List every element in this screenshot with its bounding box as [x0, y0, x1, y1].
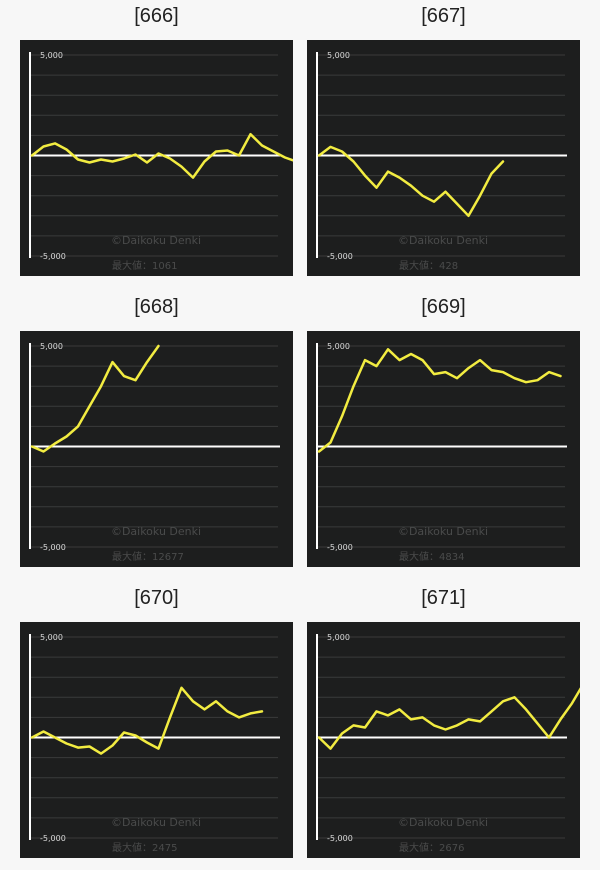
max-value-label: 最大値：428: [399, 259, 458, 272]
y-tick-label-bottom: -5,000: [327, 543, 353, 552]
chart-panel: 5,000 -5,000 ©Daikoku Denki 最大値：2676: [307, 622, 580, 858]
chart-cell-669: [669] 5,000 -5,000 ©Daikoku Denki 最大値：4834: [307, 291, 580, 567]
chart-title: [669]: [421, 296, 466, 318]
chart-title: [667]: [421, 5, 466, 27]
chart-title: [668]: [134, 296, 179, 318]
watermark: ©Daikoku Denki: [111, 234, 201, 247]
slump-line: [30, 132, 293, 179]
watermark: ©Daikoku Denki: [398, 525, 488, 538]
y-tick-label-bottom: -5,000: [40, 252, 66, 261]
y-tick-label-top: 5,000: [40, 633, 63, 642]
y-tick-label-top: 5,000: [40, 342, 63, 351]
chart-cell-670: [670] 5,000 -5,000 ©Daikoku Denki 最大値：2475: [20, 582, 293, 858]
y-tick-label-top: 5,000: [40, 51, 63, 60]
slump-line: [30, 686, 264, 755]
max-value-label: 最大値：12677: [112, 550, 184, 563]
y-tick-label-top: 5,000: [327, 633, 350, 642]
y-tick-label-bottom: -5,000: [40, 834, 66, 843]
chart-cell-671: [671] 5,000 -5,000 ©Daikoku Denki 最大値：2676: [307, 582, 580, 858]
chart-title: [670]: [134, 587, 179, 609]
slump-chart-svg: 5,000 -5,000 ©Daikoku Denki 最大値：4834: [316, 342, 567, 563]
slump-chart-svg: 5,000 -5,000 ©Daikoku Denki 最大値：1061: [29, 51, 293, 272]
chart-panel: 5,000 -5,000 ©Daikoku Denki 最大値：428: [307, 40, 580, 276]
y-tick-label-bottom: -5,000: [40, 543, 66, 552]
chart-panel: 5,000 -5,000 ©Daikoku Denki 最大値：1061: [20, 40, 293, 276]
slump-line: [30, 344, 160, 453]
slump-line: [317, 687, 580, 750]
chart-cell-667: [667] 5,000 -5,000 ©Daikoku Denki 最大値：428: [307, 0, 580, 276]
watermark: ©Daikoku Denki: [111, 525, 201, 538]
slump-chart-svg: 5,000 -5,000 ©Daikoku Denki 最大値：12677: [29, 342, 280, 563]
max-value-label: 最大値：2475: [112, 841, 177, 854]
max-value-label: 最大値：1061: [112, 259, 177, 272]
y-tick-label-bottom: -5,000: [327, 834, 353, 843]
slump-chart-svg: 5,000 -5,000 ©Daikoku Denki 最大値：2475: [29, 633, 280, 854]
max-value-label: 最大値：2676: [399, 841, 464, 854]
chart-cell-666: [666] 5,000 -5,000 ©Daikoku Denki 最大値：1061: [20, 0, 293, 276]
chart-cell-668: [668] 5,000 -5,000 ©Daikoku Denki 最大値：12677: [20, 291, 293, 567]
slump-chart-svg: 5,000 -5,000 ©Daikoku Denki 最大値：2676: [316, 633, 580, 854]
slump-line: [317, 145, 505, 218]
chart-panel: 5,000 -5,000 ©Daikoku Denki 最大値：12677: [20, 331, 293, 567]
slump-chart-svg: 5,000 -5,000 ©Daikoku Denki 最大値：428: [316, 51, 567, 272]
chart-title: [666]: [134, 5, 179, 27]
chart-panel: 5,000 -5,000 ©Daikoku Denki 最大値：2475: [20, 622, 293, 858]
max-value-label: 最大値：4834: [399, 550, 464, 563]
watermark: ©Daikoku Denki: [398, 816, 488, 829]
y-tick-label-top: 5,000: [327, 342, 350, 351]
chart-title: [671]: [421, 587, 466, 609]
y-tick-label-bottom: -5,000: [327, 252, 353, 261]
watermark: ©Daikoku Denki: [398, 234, 488, 247]
y-tick-label-top: 5,000: [327, 51, 350, 60]
chart-panel: 5,000 -5,000 ©Daikoku Denki 最大値：4834: [307, 331, 580, 567]
slump-line: [317, 348, 562, 453]
watermark: ©Daikoku Denki: [111, 816, 201, 829]
